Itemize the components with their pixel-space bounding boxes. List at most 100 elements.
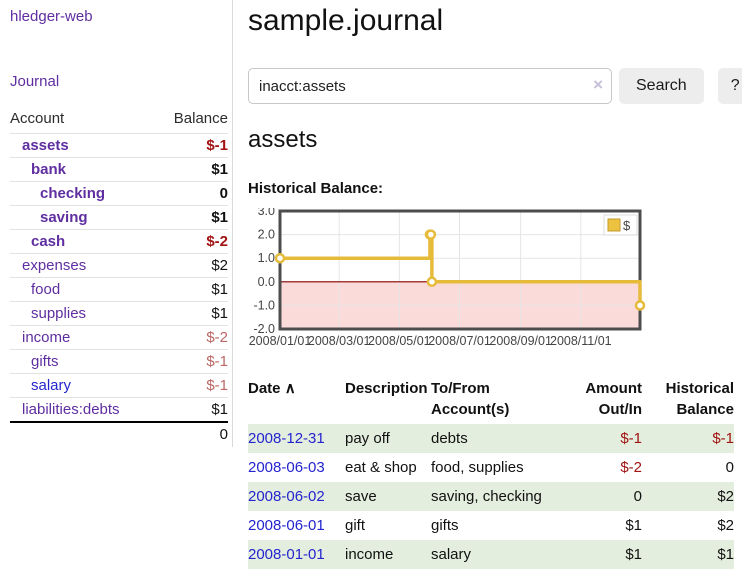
search-button[interactable]: Search	[619, 68, 704, 104]
account-link[interactable]: income	[22, 329, 71, 346]
register-description-cell: income	[345, 540, 431, 569]
register-date-cell: 2008-12-31	[248, 424, 345, 453]
register-row: 2008-06-03 eat & shop food, supplies $-2 0	[248, 453, 734, 482]
register-balance-cell: 0	[725, 459, 734, 476]
svg-text:2008/11/01: 2008/11/01	[550, 334, 612, 348]
page-title: sample.journal	[248, 4, 444, 37]
account-link[interactable]: assets	[22, 137, 69, 154]
svg-text:2008/05/01: 2008/05/01	[368, 334, 431, 348]
account-balance: $1	[155, 397, 228, 422]
sidebar-item-journal[interactable]: Journal	[10, 73, 60, 90]
search-field-wrap: ×	[248, 68, 612, 104]
transaction-date-link[interactable]: 2008-01-01	[248, 546, 325, 563]
register-description-cell: eat & shop	[345, 459, 417, 476]
register-header-row: Date ∧ Description To/From Account(s) Am…	[248, 376, 734, 424]
account-balance: $1	[155, 205, 228, 230]
app-title-link[interactable]: hledger-web	[10, 8, 93, 25]
register-header-amount: Amount Out/In	[585, 380, 642, 418]
register-date-cell: 2008-06-03	[248, 453, 345, 482]
register-date-cell: 2008-06-02	[248, 482, 345, 511]
register-accounts-cell: saving, checking	[431, 482, 560, 511]
register-balance-cell: $2	[642, 482, 734, 511]
account-name-cell: cash	[10, 229, 156, 254]
account-name-cell: checking	[10, 181, 156, 206]
account-link[interactable]: saving	[40, 209, 88, 226]
account-row: checking 0	[10, 181, 228, 206]
account-link[interactable]: supplies	[31, 305, 87, 322]
accounts-total-spacer	[10, 421, 156, 446]
register-accounts-cell: debts	[431, 424, 560, 453]
register-amount-cell: $1	[560, 540, 642, 569]
register-amount-cell: $-1	[560, 424, 642, 453]
account-row: liabilities:debts $1	[10, 397, 228, 422]
date-header-label: Date	[248, 380, 281, 397]
register-tbody: 2008-12-31 pay off debts $-1 $-1 2008-06-03 ea…	[248, 424, 734, 569]
register-accounts-cell: gifts	[431, 517, 459, 534]
help-button[interactable]: ?	[717, 68, 742, 104]
register-row: 2008-06-01 gift gifts $1 $2	[248, 511, 734, 540]
account-name-cell: supplies	[10, 301, 156, 326]
svg-text:0.0: 0.0	[258, 275, 275, 289]
account-link[interactable]: food	[31, 281, 61, 298]
transaction-date-link[interactable]: 2008-12-31	[248, 430, 325, 447]
svg-text:-1.0: -1.0	[253, 298, 275, 312]
sidebar: hledger-web Journal Account Balance asse…	[0, 0, 233, 447]
account-row: saving $1	[10, 205, 228, 230]
main-area: sample.journal × Search ? assets Histori…	[233, 0, 742, 569]
account-balance: $-2	[155, 325, 228, 350]
register-header-balance: Historical Balance	[665, 380, 734, 418]
account-link[interactable]: liabilities:debts	[22, 401, 120, 418]
account-link[interactable]: salary	[31, 377, 72, 394]
account-link[interactable]: gifts	[31, 353, 59, 370]
register-accounts-cell: salary	[431, 540, 560, 569]
register-row: 2008-06-02 save saving, checking 0 $2	[248, 482, 734, 511]
register-row: 2008-12-31 pay off debts $-1 $-1	[248, 424, 734, 453]
sort-ascending-icon: ∧	[284, 380, 296, 397]
account-row: salary $-1	[10, 373, 228, 398]
register-accounts-cell: food, supplies	[431, 459, 524, 476]
account-link[interactable]: expenses	[22, 257, 87, 274]
register-balance-cell: $2	[717, 517, 734, 534]
account-name-cell: gifts	[10, 349, 156, 374]
account-balance: $-1	[155, 349, 228, 374]
register-description-cell: gift	[345, 517, 366, 534]
account-balance: 0	[155, 181, 228, 206]
chart-label: Historical Balance:	[248, 180, 384, 197]
account-row: cash $-2	[10, 229, 228, 254]
svg-text:3.0: 3.0	[258, 208, 275, 218]
transaction-date-link[interactable]: 2008-06-02	[248, 488, 325, 505]
app-layout: hledger-web Journal Account Balance asse…	[0, 0, 742, 569]
register-balance-cell: $-1	[642, 424, 734, 453]
transaction-date-link[interactable]: 2008-06-03	[248, 459, 325, 476]
svg-text:1.0: 1.0	[258, 251, 275, 265]
register-header-date[interactable]: Date ∧	[248, 376, 345, 424]
svg-text:2008/09/01: 2008/09/01	[489, 334, 552, 348]
svg-text:2008/07/01: 2008/07/01	[428, 334, 491, 348]
search-input[interactable]	[248, 68, 612, 104]
account-balance: $-1	[155, 373, 228, 398]
account-name-cell: bank	[10, 157, 156, 182]
register-amount-cell: $1	[625, 517, 642, 534]
account-row: income $-2	[10, 325, 228, 350]
svg-text:$: $	[623, 218, 631, 233]
register-balance-cell: $1	[642, 540, 734, 569]
register-description-cell: pay off	[345, 424, 431, 453]
account-name-cell: food	[10, 277, 156, 302]
accounts-total-row: 0	[10, 421, 228, 446]
accounts-table: Account Balance assets $-1 bank $1 checking 0…	[10, 106, 228, 446]
register-amount-cell: $-2	[620, 459, 642, 476]
account-balance: $2	[155, 253, 228, 278]
clear-search-icon[interactable]: ×	[593, 75, 603, 94]
account-link[interactable]: cash	[31, 233, 66, 250]
account-row: expenses $2	[10, 253, 228, 278]
account-link[interactable]: bank	[31, 161, 67, 178]
accounts-tbody: assets $-1 bank $1 checking 0 saving $1 cash $-2 e…	[10, 133, 228, 422]
transaction-date-link[interactable]: 2008-06-01	[248, 517, 325, 534]
register-date-cell: 2008-01-01	[248, 540, 345, 569]
account-name-cell: saving	[10, 205, 156, 230]
svg-text:-2.0: -2.0	[253, 322, 275, 336]
account-link[interactable]: checking	[40, 185, 106, 202]
account-name-cell: salary	[10, 373, 156, 398]
account-balance: $1	[155, 301, 228, 326]
account-balance: $1	[155, 277, 228, 302]
